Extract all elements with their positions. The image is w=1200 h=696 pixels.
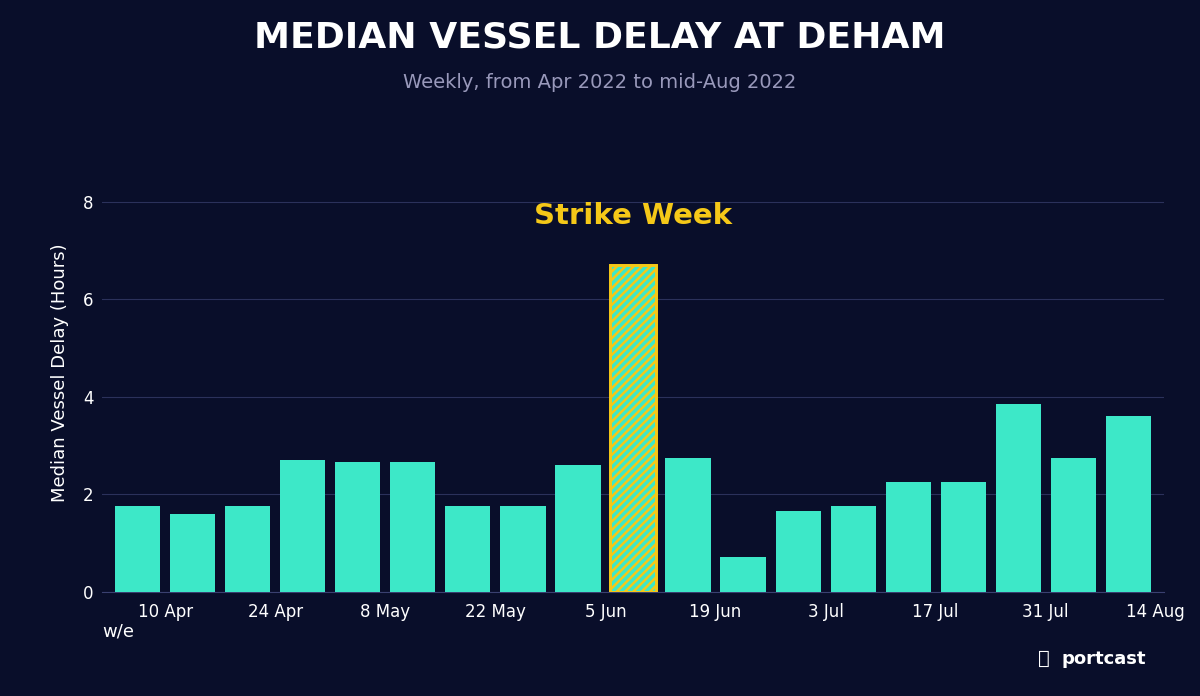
Bar [281,460,325,592]
Text: portcast: portcast [1062,650,1146,668]
Bar [115,507,161,592]
Bar [1051,458,1096,592]
Y-axis label: Median Vessel Delay (Hours): Median Vessel Delay (Hours) [52,243,70,502]
Bar [556,465,600,592]
Bar [500,507,546,592]
Bar [720,557,766,592]
Bar [445,507,491,592]
Bar [830,507,876,592]
Bar [226,507,270,592]
Bar [666,458,710,592]
Bar [886,482,931,592]
Text: MEDIAN VESSEL DELAY AT DEHAM: MEDIAN VESSEL DELAY AT DEHAM [254,21,946,55]
Bar [390,463,436,592]
Bar [1105,416,1151,592]
Text: Weekly, from Apr 2022 to mid-Aug 2022: Weekly, from Apr 2022 to mid-Aug 2022 [403,73,797,92]
Text: Strike Week: Strike Week [534,203,732,230]
Bar [170,514,215,592]
Bar [775,511,821,592]
Bar [996,404,1040,592]
Bar [941,482,985,592]
Bar [611,265,655,592]
Bar [611,265,655,592]
Bar [335,463,380,592]
Text: ⛶: ⛶ [1038,649,1050,668]
Text: w/e: w/e [102,623,134,641]
